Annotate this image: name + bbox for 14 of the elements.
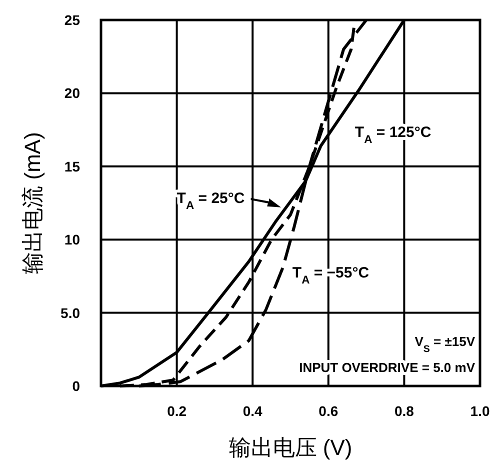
x-tick-label: 0.4 <box>242 403 263 419</box>
y-tick-label: 25 <box>64 12 80 28</box>
y-tick-label: 20 <box>64 85 80 102</box>
x-tick-label: 0.6 <box>318 403 338 419</box>
y-tick-label: 15 <box>64 158 80 174</box>
x-tick-label: 0.2 <box>167 403 187 419</box>
y-axis-title: 输出电流 (mA) <box>20 132 45 274</box>
y-tick-label: 0 <box>72 378 80 394</box>
y-tick-label: 10 <box>64 232 80 248</box>
x-tick-label: 1.0 <box>470 403 490 419</box>
y-tick-label: 5.0 <box>60 304 80 321</box>
x-tick-label: 0.8 <box>394 403 414 419</box>
annotation: V$_{S}$ = ±15V <box>414 334 476 354</box>
x-axis-title: 输出电压 (V) <box>228 435 352 460</box>
